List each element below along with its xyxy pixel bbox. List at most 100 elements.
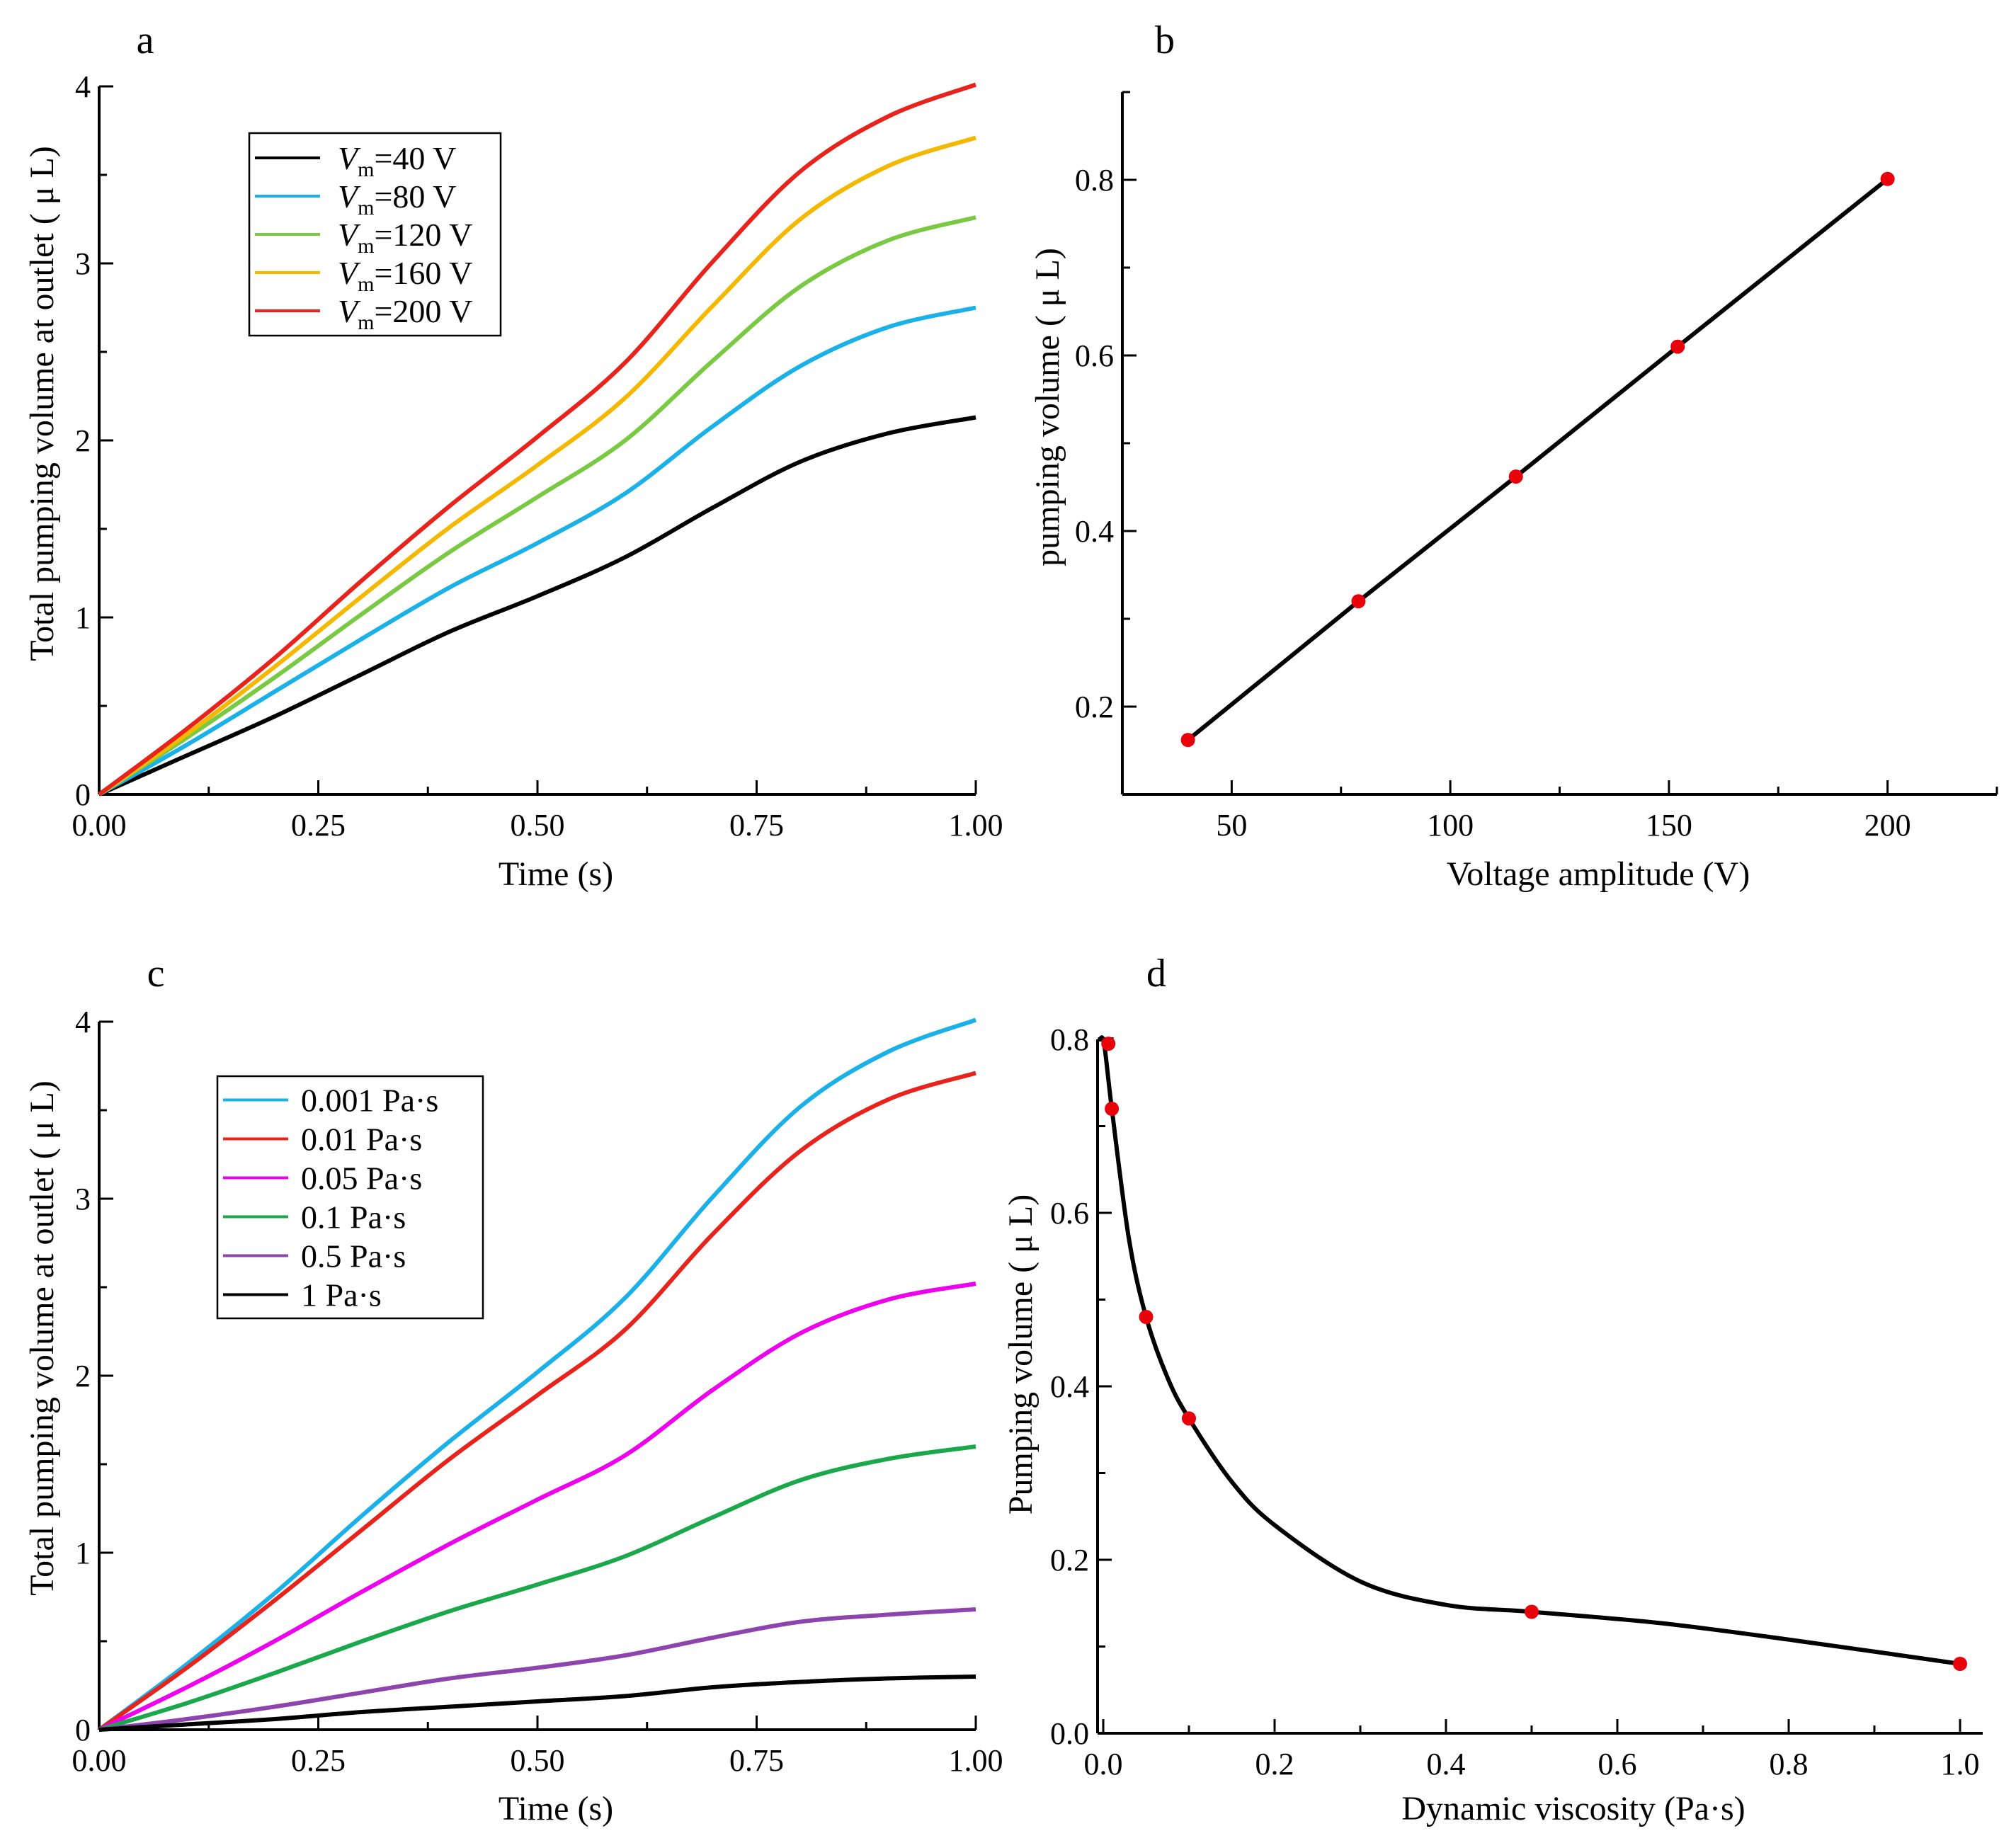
panel-c-legend: 0.001 Pa·s0.01 Pa·s0.05 Pa·s0.1 Pa·s0.5 … [216, 1075, 484, 1320]
panel-b-x-tick-label: 150 [1646, 808, 1692, 843]
panel-d-axes [1096, 1039, 1983, 1735]
panel-a-y-tick-label: 3 [75, 246, 91, 281]
panel-a-y-tick-label: 1 [75, 600, 91, 635]
panel-b-xlabel: Voltage amplitude (V) [1447, 855, 1750, 893]
panel-a-x-tick-label: 0.75 [729, 808, 784, 843]
panel-a-x-tick-label: 1.00 [949, 808, 1003, 843]
panel-c-y-tick-label: 0 [75, 1713, 91, 1747]
panel-d-x-tick-label: 0.0 [1084, 1747, 1123, 1781]
panel-c-chart: c Time (s) Total pumping volume at outle… [23, 952, 1003, 1827]
panel-d-point-3 [1182, 1411, 1196, 1426]
panel-b-point-2 [1508, 469, 1523, 484]
panel-a-legend-label-2: Vm=120 V [338, 217, 472, 258]
panel-a-legend-label-4: Vm=200 V [338, 293, 472, 334]
panel-b-marks [1180, 171, 1895, 748]
panel-a-marks [98, 82, 977, 797]
panel-c-legend-label-2: 0.05 Pa·s [301, 1160, 422, 1197]
panel-a-legend-label-0: Vm=40 V [338, 140, 456, 181]
panel-a-y-tick-label: 4 [75, 69, 91, 104]
panel-c-letter: c [147, 952, 165, 995]
panel-d-y-tick-label: 0.0 [1050, 1716, 1089, 1751]
panel-b-y-tick-label: 0.6 [1075, 338, 1114, 373]
panel-b-y-tick-label: 0.8 [1075, 163, 1114, 198]
panel-c-legend-label-3: 0.1 Pa·s [301, 1199, 406, 1236]
panel-a-legend-label-3: Vm=160 V [338, 255, 472, 296]
panel-a-y-tick-label: 0 [75, 777, 91, 812]
panel-c-y-tick-label: 2 [75, 1359, 91, 1393]
panel-d-ylabel: Pumping volume ( μ L) [1002, 1194, 1040, 1514]
panel-d-point-5 [1953, 1657, 1967, 1671]
panel-c-series-line-4 [98, 1607, 976, 1732]
panel-a-letter: a [137, 18, 154, 62]
panel-c-marks [98, 1017, 977, 1732]
panel-a-series-line-2 [98, 215, 976, 797]
panel-c-series-line-5 [98, 1674, 976, 1732]
panel-d-x-tick-label: 0.2 [1255, 1747, 1294, 1781]
panel-c-x-tick-label: 0.00 [72, 1743, 127, 1778]
panel-b-y-tick-label: 0.2 [1075, 690, 1114, 724]
panel-d-x-tick-label: 0.6 [1598, 1747, 1637, 1781]
panel-a-xlabel: Time (s) [499, 855, 613, 893]
panel-c-legend-box [216, 1075, 484, 1320]
panel-a-ylabel: Total pumping volume at outlet ( μ L) [23, 146, 61, 661]
panel-a-x-tick-label: 0.00 [72, 808, 127, 843]
panel-d-y-tick-label: 0.2 [1050, 1543, 1089, 1577]
panel-b-point-4 [1880, 171, 1895, 186]
panel-b-chart: b Voltage amplitude (V) pumping volume (… [1029, 18, 1998, 893]
panel-d-x-tick-label: 1.0 [1941, 1747, 1980, 1781]
panel-a-chart: a Time (s) Total pumping volume at outle… [23, 18, 1003, 893]
panel-c-x-tick-label: 1.00 [949, 1743, 1003, 1778]
panel-d-point-1 [1105, 1102, 1120, 1116]
panel-d-marks [1098, 1035, 1967, 1671]
panel-d-x-tick-label: 0.4 [1427, 1747, 1466, 1781]
panel-a-x-tick-label: 0.25 [291, 808, 346, 843]
panel-d-point-4 [1525, 1604, 1539, 1619]
panel-d-chart: d Dynamic viscosity (Pa·s) Pumping volum… [1002, 952, 1983, 1827]
panel-c-x-tick-label: 0.25 [291, 1743, 346, 1778]
panel-b-letter: b [1155, 18, 1175, 62]
panel-c-x-tick-label: 0.50 [511, 1743, 565, 1778]
panel-a-y-tick-label: 2 [75, 423, 91, 458]
panel-a-legend-label-1: Vm=80 V [338, 178, 456, 219]
panel-b-point-3 [1670, 339, 1685, 354]
panel-a-series-line-3 [98, 135, 976, 797]
panel-d-point-0 [1101, 1037, 1116, 1051]
panel-b-point-0 [1180, 733, 1195, 748]
panel-c-y-tick-label: 3 [75, 1182, 91, 1216]
panel-c-ylabel: Total pumping volume at outlet ( μ L) [23, 1080, 61, 1596]
panel-b-point-1 [1351, 594, 1366, 609]
panel-c-y-tick-label: 1 [75, 1536, 91, 1570]
panel-c-series-line-2 [98, 1282, 976, 1732]
panel-d-y-tick-label: 0.8 [1050, 1022, 1089, 1057]
panel-b-ylabel: pumping volume ( μ L) [1029, 248, 1066, 566]
panel-a-series-line-0 [98, 415, 976, 797]
panel-d-y-tick-label: 0.4 [1050, 1369, 1089, 1404]
panel-a-series-line-1 [98, 305, 976, 797]
panel-c-y-tick-label: 4 [75, 1005, 91, 1039]
panel-a-ticks: 0.00 0.25 0.50 0.75 1.00 0 1 2 3 4 [72, 69, 1003, 843]
panel-b-x-tick-label: 50 [1216, 808, 1247, 843]
panel-c-legend-label-0: 0.001 Pa·s [301, 1083, 438, 1119]
panel-d-xlabel: Dynamic viscosity (Pa·s) [1401, 1790, 1745, 1827]
panel-c-series-line-1 [98, 1071, 976, 1732]
panel-a-x-tick-label: 0.50 [511, 808, 565, 843]
panel-d-y-tick-label: 0.6 [1050, 1196, 1089, 1231]
panel-a-series-line-4 [98, 82, 977, 797]
panel-a-legend: Vm=40 VVm=80 VVm=120 VVm=160 VVm=200 V [248, 132, 502, 337]
panel-d-ticks: 0.0 0.2 0.4 0.6 0.8 1.0 0.0 0.2 0.4 0.6 0.8 [1050, 1022, 1980, 1781]
panel-c-legend-label-4: 0.5 Pa·s [301, 1238, 406, 1274]
panel-d-point-2 [1139, 1310, 1154, 1324]
panel-b-ticks: 50 100 150 200 0.2 0.4 0.6 0.8 [1075, 91, 1998, 843]
panel-b-x-tick-label: 100 [1427, 808, 1474, 843]
panel-b-x-tick-label: 200 [1864, 808, 1911, 843]
panel-c-legend-label-5: 1 Pa·s [301, 1277, 382, 1313]
panel-d-letter: d [1146, 952, 1166, 995]
panel-c-legend-label-1: 0.01 Pa·s [301, 1122, 422, 1158]
panel-c-x-tick-label: 0.75 [729, 1743, 784, 1778]
panel-c-series-line-0 [98, 1017, 977, 1732]
panel-b-y-tick-label: 0.4 [1075, 514, 1114, 549]
panel-c-xlabel: Time (s) [499, 1790, 613, 1827]
panel-d-series-line [1098, 1035, 1961, 1666]
panel-b-series-line [1186, 177, 1889, 742]
